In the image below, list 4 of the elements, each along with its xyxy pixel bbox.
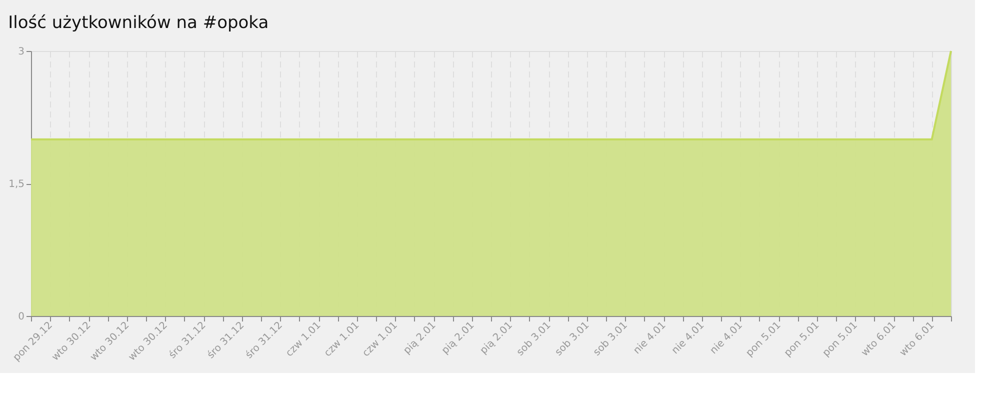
y-tick-label: 1,5 [8,179,24,190]
y-tick-label: 0 [18,312,24,322]
y-tick-label: 3 [18,46,24,58]
chart-title: Ilość użytkowników na #opoka [8,13,269,33]
